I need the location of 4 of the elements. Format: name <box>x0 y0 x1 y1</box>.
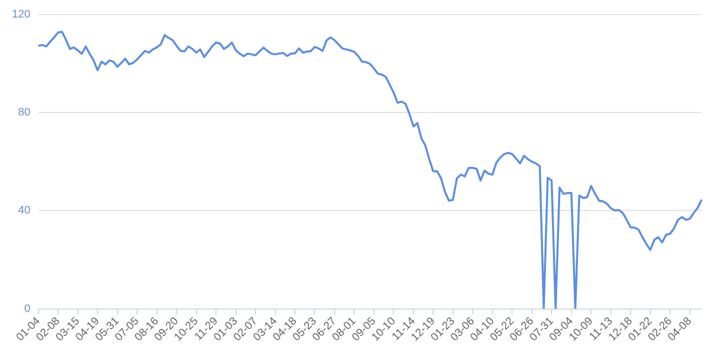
y-tick-label: 0 <box>24 302 30 315</box>
y-tick-label: 120 <box>12 8 30 21</box>
y-tick-label: 40 <box>18 204 30 217</box>
y-tick-label: 80 <box>18 106 30 119</box>
